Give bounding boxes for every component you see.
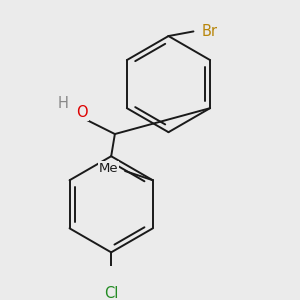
Text: Br: Br [201,24,217,39]
Text: Cl: Cl [104,286,118,300]
Text: O: O [76,105,87,120]
Text: H: H [58,96,68,111]
Text: Me: Me [99,162,118,175]
